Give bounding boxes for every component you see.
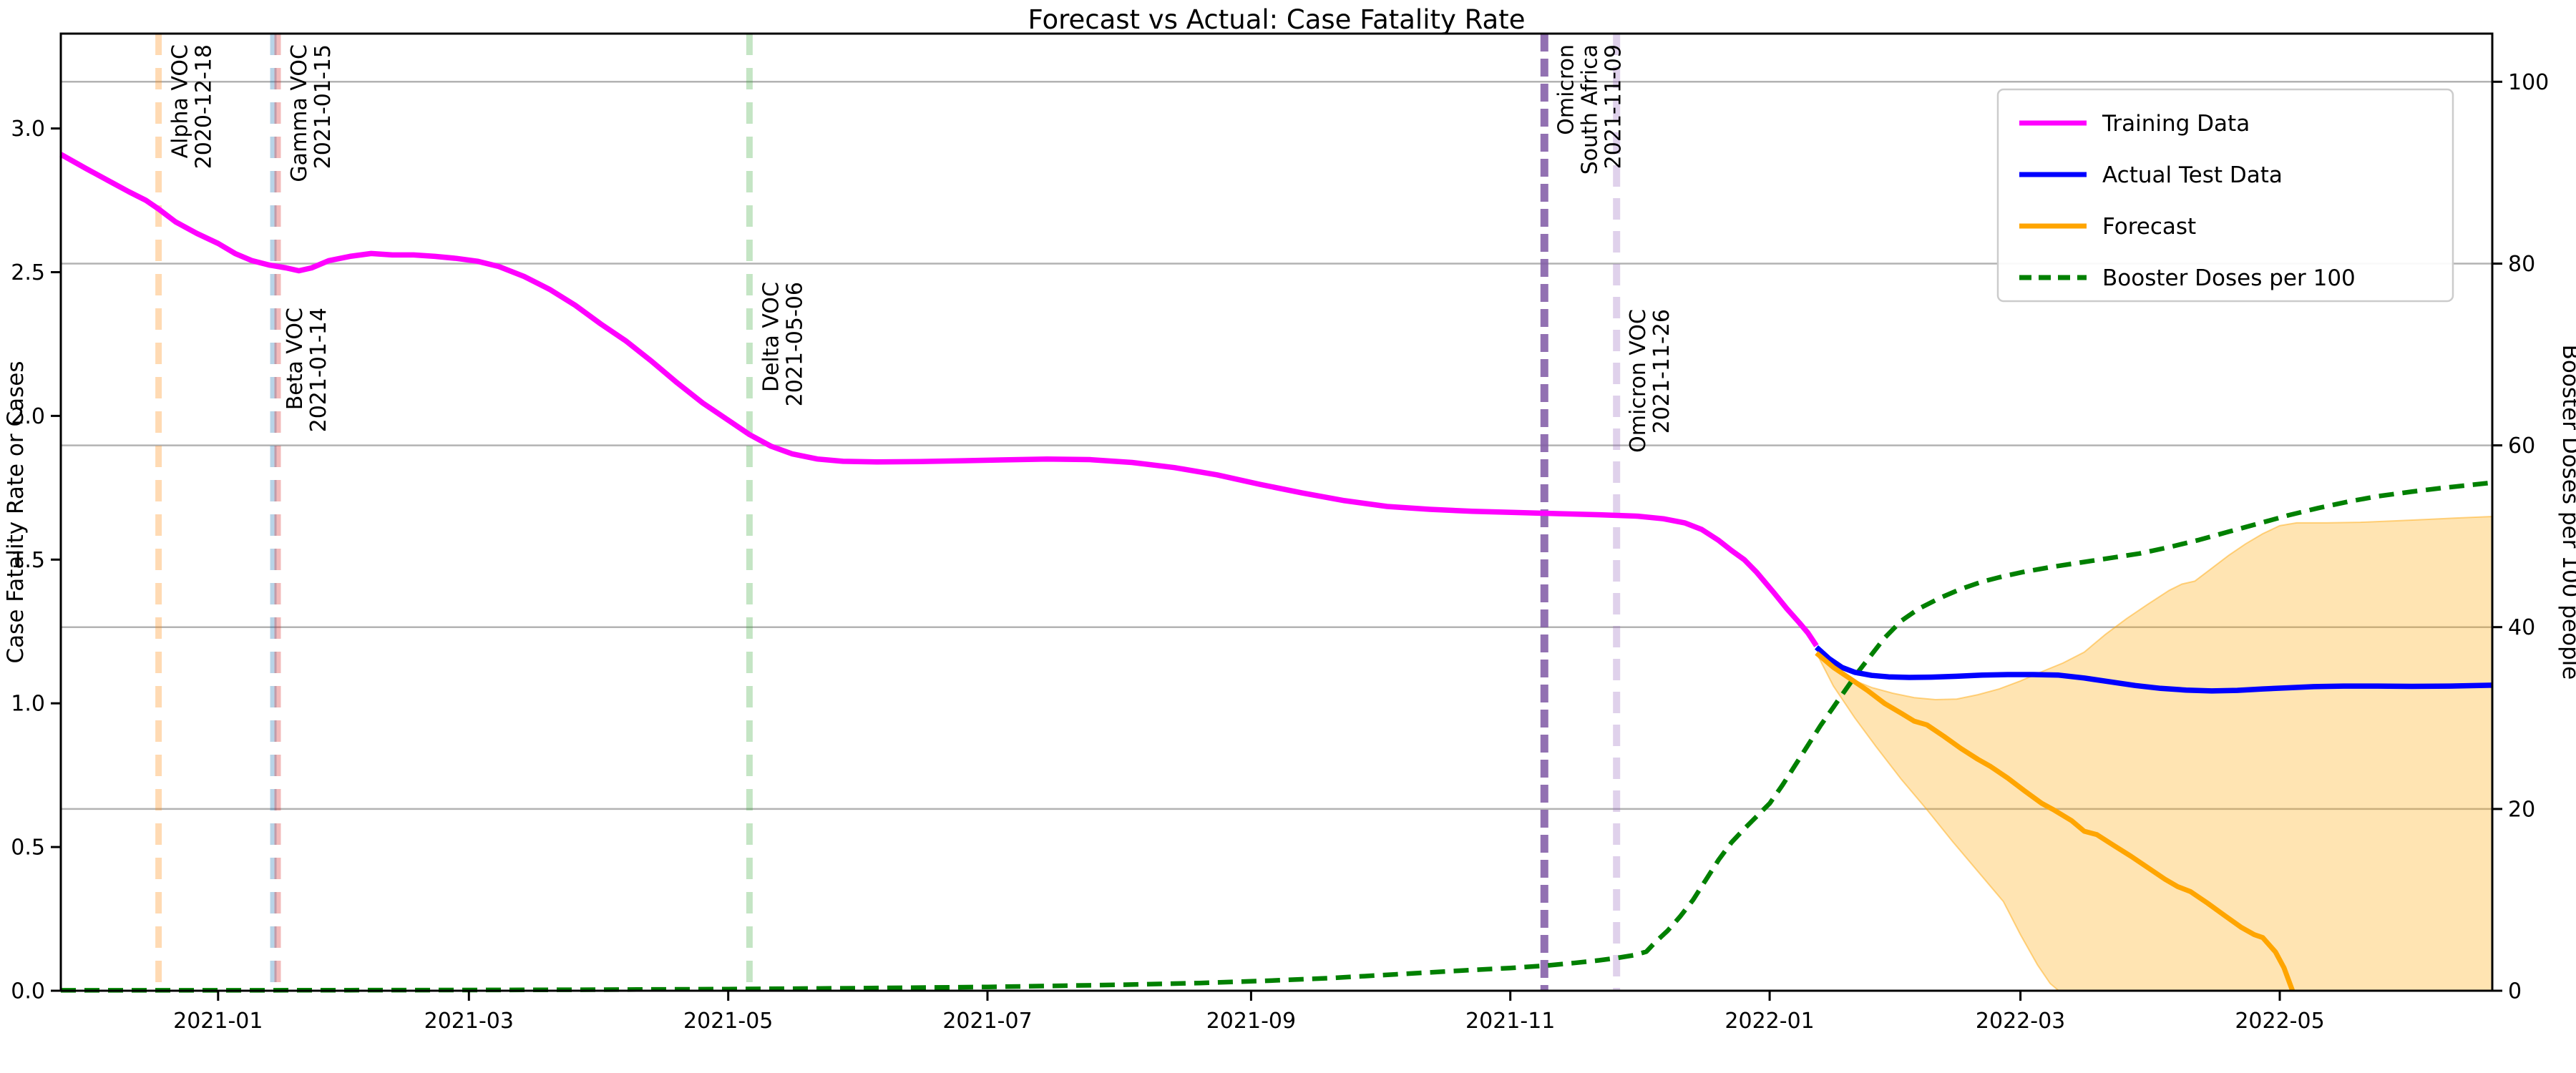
x-tick-label-2021-09: 2021-09 [1206, 1009, 1296, 1034]
chart-title: Forecast vs Actual: Case Fatality Rate [1028, 4, 1525, 35]
legend-item-training-data: Training Data [2019, 111, 2250, 137]
series-line-actual-test-data [1814, 645, 2493, 694]
x-tick-label-2021-11: 2021-11 [1465, 1009, 1555, 1034]
x-tick-label-2021-03: 2021-03 [424, 1009, 514, 1034]
y-left-tick-label-1-0: 1.0 [11, 692, 45, 717]
y-left-tick-label-1-5: 1.5 [11, 548, 45, 573]
legend-label-booster-doses-per-100: Booster Doses per 100 [2102, 265, 2356, 291]
legend-item-actual-test-data: Actual Test Data [2019, 162, 2283, 188]
series-line-forecast [1815, 651, 2296, 992]
legend-label-training-data: Training Data [2102, 111, 2250, 137]
y-right-tick-label-20: 20 [2508, 797, 2535, 822]
annotation-delta-voc-2021-05-06: Delta VOC2021-05-06 [758, 282, 807, 406]
axes-layer: 2021-01 2021-03 2021-05 2021-07 2021-09 2021-… [11, 32, 2549, 1034]
y-right-tick-label-100: 100 [2508, 70, 2549, 95]
y-left-axis-label: Case Fatality Rate or Cases [3, 361, 29, 664]
legend-layer: Training Data Actual Test Data Forecast Boo… [1996, 88, 2454, 303]
y-right-tick-label-80: 80 [2508, 252, 2535, 277]
confidence-band-layer [1815, 515, 2493, 991]
legend-item-forecast: Forecast [2019, 214, 2196, 240]
x-tick-label-2022-05: 2022-05 [2235, 1009, 2324, 1034]
annotations-layer: Alpha VOC2020-12-18 Beta VOC2021-01-14 Gam… [168, 44, 1675, 453]
legend-box [1996, 88, 2454, 303]
legend-item-booster-doses-per-100: Booster Doses per 100 [2019, 265, 2356, 291]
plot-spines [59, 32, 2494, 992]
y-left-tick-label-3-0: 3.0 [11, 117, 45, 142]
y-left-tick-label-0-0: 0.0 [11, 979, 45, 1004]
annotation-beta-voc-2021-01-14: Beta VOC2021-01-14 [283, 308, 331, 432]
x-tick-label-2022-01: 2022-01 [1724, 1009, 1814, 1034]
annotation-omicron-voc-2021-11-26: Omicron VOC2021-11-26 [1626, 309, 1674, 453]
forecast-confidence-band [1815, 515, 2493, 991]
y-right-axis-label: Booster Doses per 100 people [2557, 345, 2576, 680]
x-tick-label-2021-05: 2021-05 [683, 1009, 773, 1034]
variant-event-lines-layer [155, 34, 1621, 991]
series-line-booster-doses-per-100 [61, 480, 2493, 993]
legend-label-actual-test-data: Actual Test Data [2102, 162, 2283, 188]
legend-label-forecast: Forecast [2102, 214, 2196, 240]
x-tick-label-2022-03: 2022-03 [1976, 1009, 2065, 1034]
data-series-layer [59, 152, 2493, 993]
annotation-gamma-voc-2021-01-15: Gamma VOC2021-01-15 [287, 44, 336, 182]
series-line-training-data [59, 152, 1819, 647]
y-right-tick-label-60: 60 [2508, 433, 2535, 459]
y-left-tick-label-2-0: 2.0 [11, 404, 45, 429]
x-tick-label-2021-07: 2021-07 [942, 1009, 1032, 1034]
y-right-tick-label-0: 0 [2508, 979, 2522, 1004]
y-right-tick-label-40: 40 [2508, 615, 2535, 640]
y-left-tick-label-0-5: 0.5 [11, 836, 45, 861]
annotation-alpha-voc-2020-12-18: Alpha VOC2020-12-18 [168, 44, 217, 169]
y-left-tick-label-2-5: 2.5 [11, 260, 45, 285]
x-tick-label-2021-01: 2021-01 [173, 1009, 263, 1034]
annotation-omicron-south-africa-2021-11-09: OmicronSouth Africa2021-11-09 [1553, 44, 1626, 175]
